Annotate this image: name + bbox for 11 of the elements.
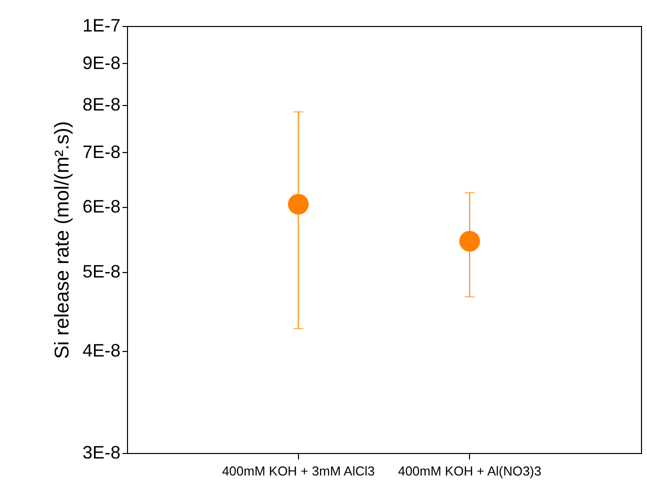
y-tick-label: 7E-8 (82, 142, 120, 162)
y-tick-label: 3E-8 (82, 442, 120, 462)
y-tick-label: 6E-8 (82, 196, 120, 217)
y-tick-label: 9E-8 (82, 52, 120, 73)
x-tick-label: 400mM KOH + Al(NO3)3 (398, 464, 542, 478)
y-tick-label: 5E-8 (82, 261, 120, 282)
y-tick-label: 4E-8 (82, 340, 120, 360)
x-tick-label: 400mM KOH + 3mM AlCl3 (222, 464, 375, 478)
y-tick-label: 1E-7 (82, 16, 120, 36)
y-tick-label: 8E-8 (82, 94, 120, 115)
y-axis-title: Si release rate (mol/(m².s)) (51, 121, 74, 359)
